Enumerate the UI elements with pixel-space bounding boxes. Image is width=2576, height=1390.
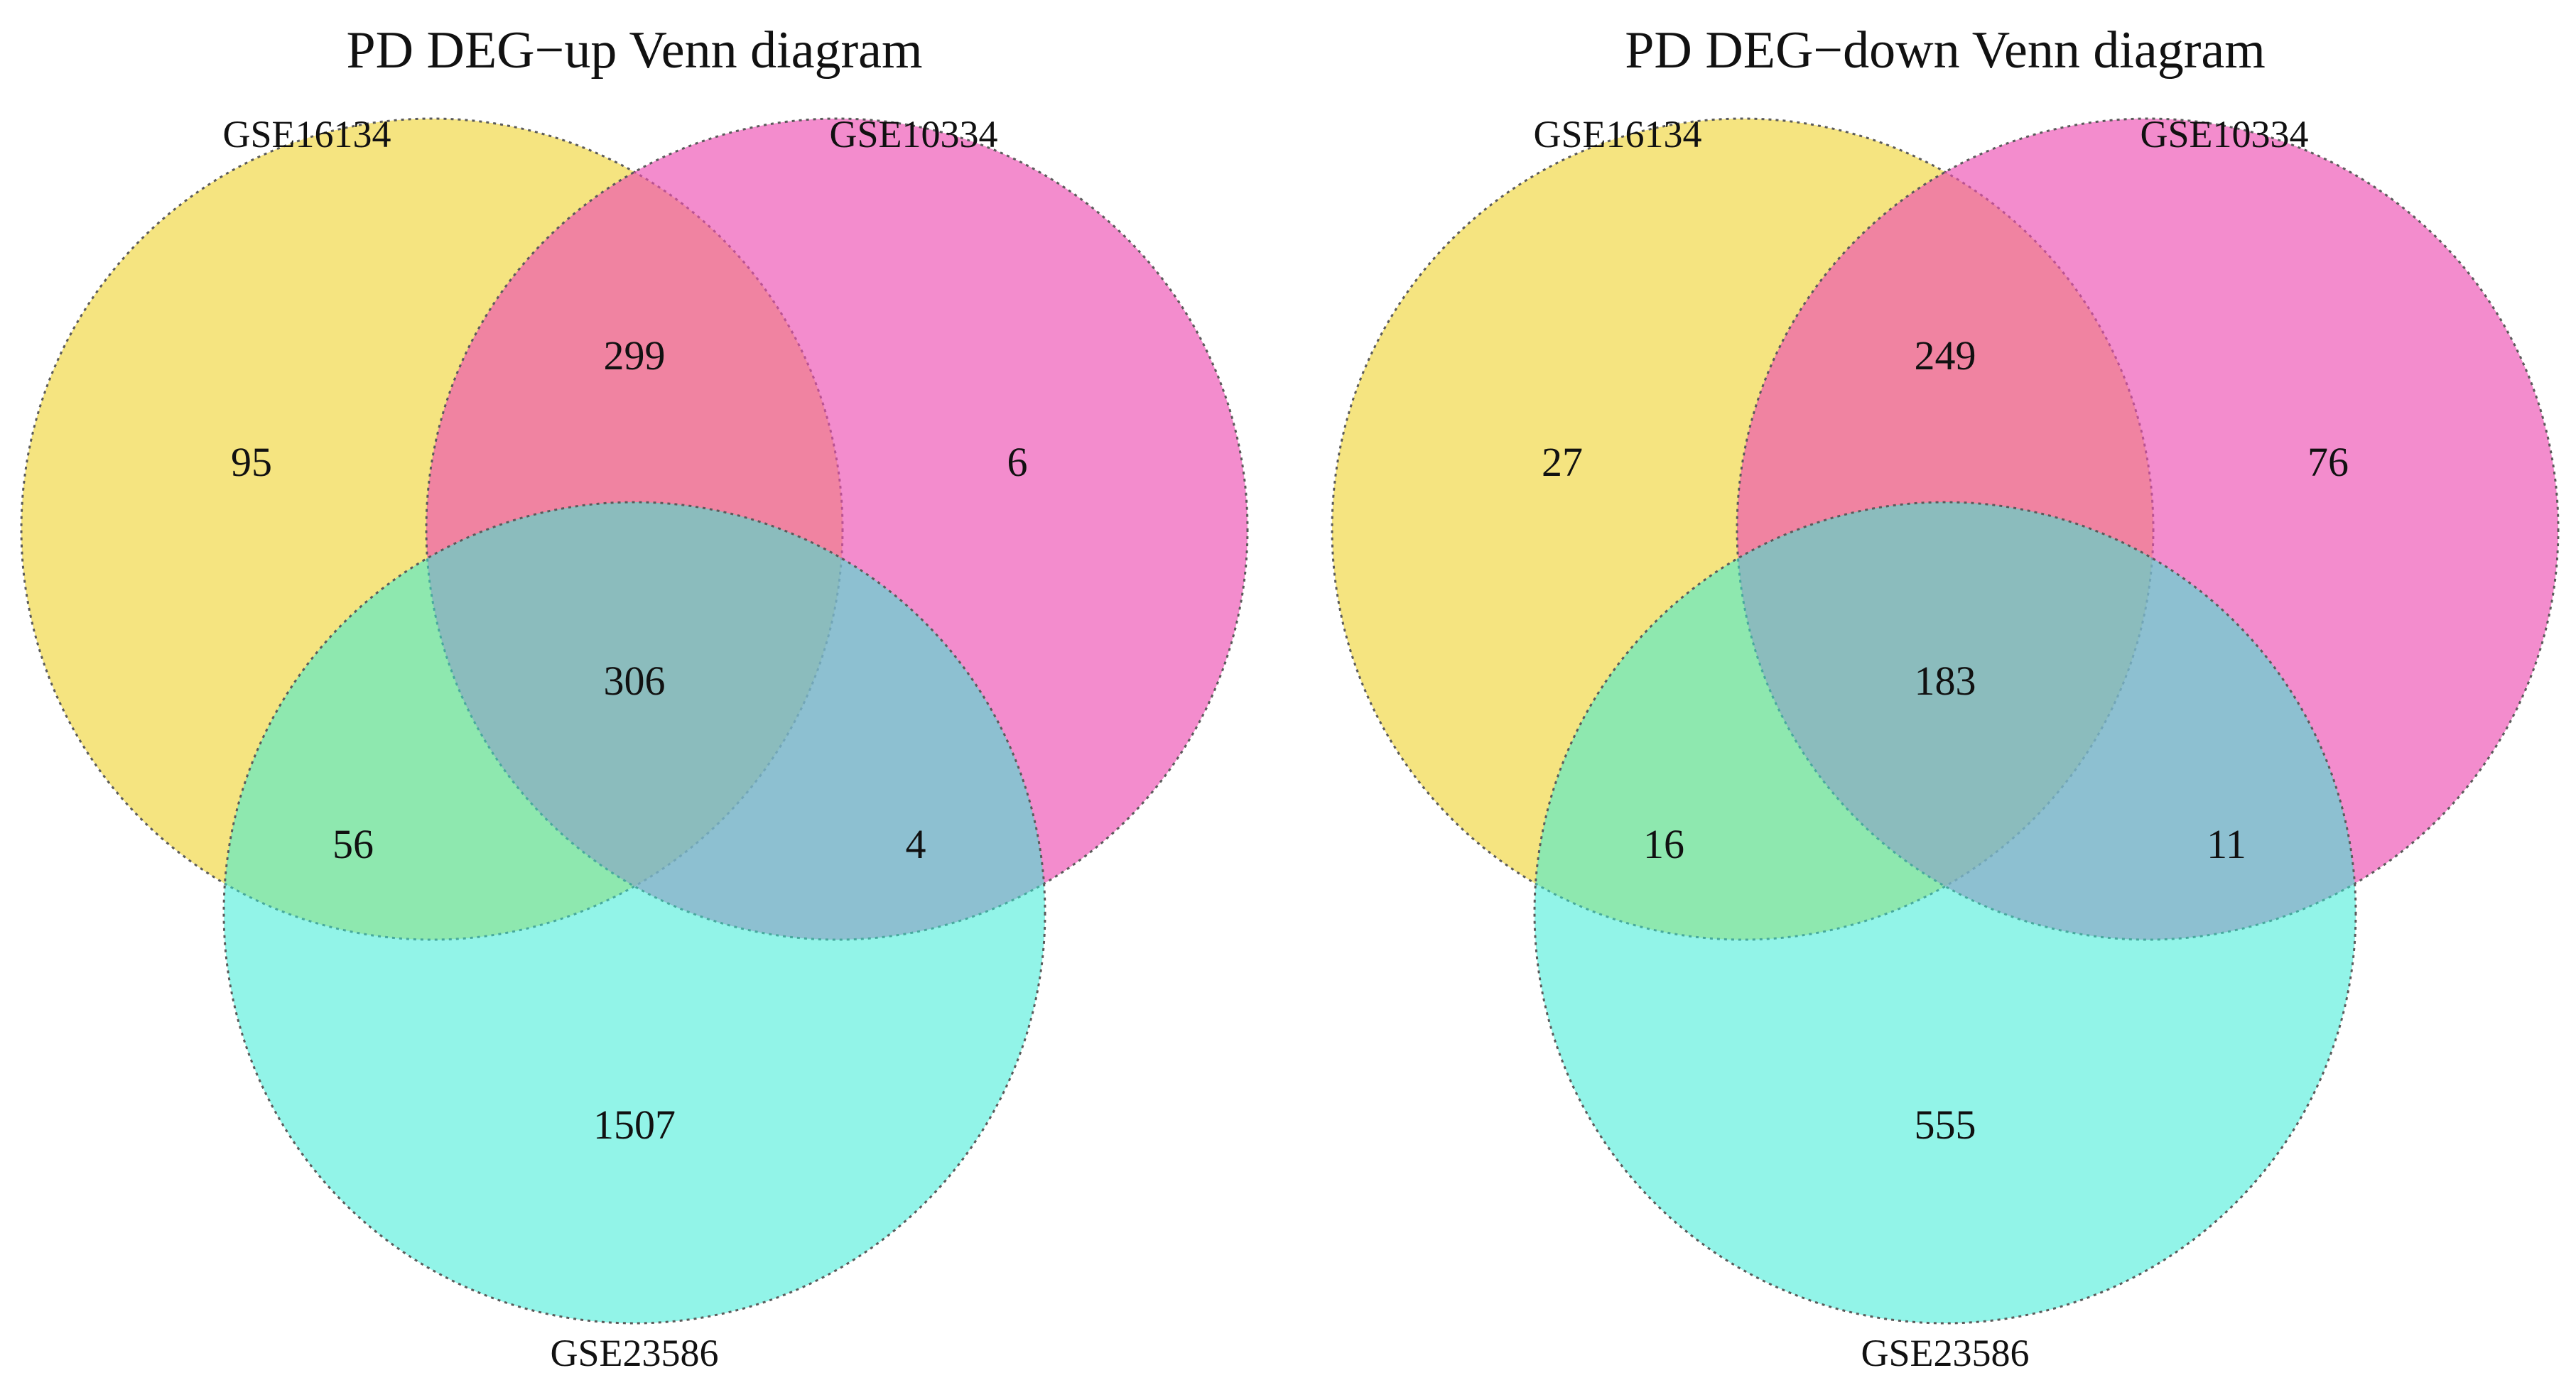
count-all-three: 183 bbox=[1915, 658, 1976, 704]
count-only-gse10334: 76 bbox=[2307, 439, 2349, 485]
count-only-gse16134: 27 bbox=[1542, 439, 1583, 485]
set-label-gse23586: GSE23586 bbox=[550, 1332, 718, 1374]
count-gse16134-gse23586: 16 bbox=[1643, 821, 1684, 867]
count-only-gse23586: 555 bbox=[1915, 1102, 1976, 1148]
count-only-gse10334: 6 bbox=[1007, 439, 1028, 485]
set-circle-gse23586 bbox=[222, 501, 1046, 1325]
set-label-gse23586: GSE23586 bbox=[1861, 1332, 2029, 1374]
set-label-gse10334: GSE10334 bbox=[2140, 113, 2308, 156]
count-only-gse23586: 1507 bbox=[593, 1102, 676, 1148]
set-label-gse10334: GSE10334 bbox=[829, 113, 997, 156]
venn-diagram-up: PD DEG−up Venn diagram GSE16134 GSE10334… bbox=[20, 21, 1249, 1374]
count-all-three: 306 bbox=[604, 658, 666, 704]
venn-diagram-down: PD DEG−down Venn diagram GSE16134 GSE103… bbox=[1331, 21, 2560, 1374]
count-gse16134-gse10334: 249 bbox=[1915, 332, 1976, 379]
set-circle-gse23586 bbox=[1533, 501, 2357, 1325]
count-gse10334-gse23586: 11 bbox=[2207, 821, 2246, 867]
count-gse16134-gse23586: 56 bbox=[332, 821, 374, 867]
count-gse16134-gse10334: 299 bbox=[604, 332, 666, 379]
count-gse10334-gse23586: 4 bbox=[906, 821, 926, 867]
diagram-title: PD DEG−up Venn diagram bbox=[346, 21, 922, 80]
count-only-gse16134: 95 bbox=[231, 439, 272, 485]
diagram-title: PD DEG−down Venn diagram bbox=[1625, 21, 2266, 80]
set-label-gse16134: GSE16134 bbox=[1533, 113, 1701, 156]
set-label-gse16134: GSE16134 bbox=[222, 113, 391, 156]
